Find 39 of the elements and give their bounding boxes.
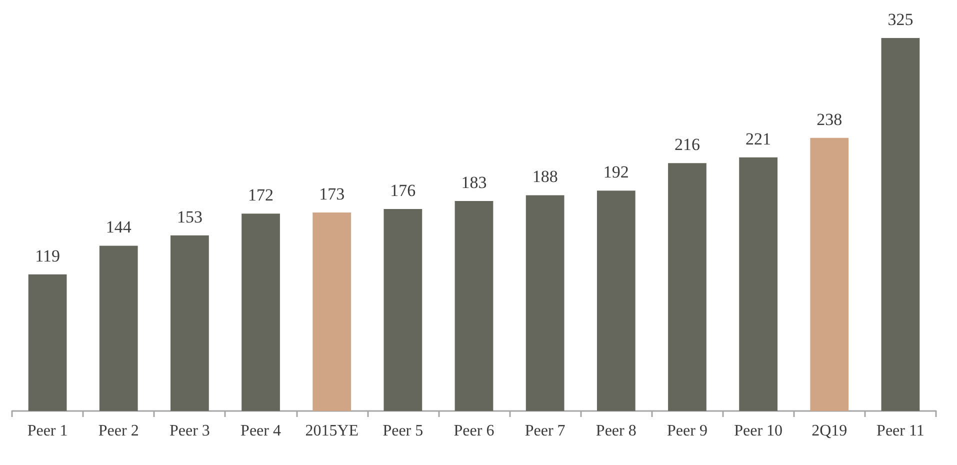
bar (170, 235, 209, 411)
data-label: 192 (603, 162, 629, 182)
bar (526, 195, 564, 411)
data-label: 153 (176, 207, 202, 226)
x-tick-label: Peer 1 (27, 422, 68, 440)
x-tick-label: 2015YE (305, 422, 359, 440)
bar (454, 200, 494, 411)
x-tick-label: Peer 4 (240, 422, 281, 440)
bar (99, 246, 138, 411)
x-tick-label: Peer 3 (169, 422, 210, 440)
x-tick-label: Peer 8 (596, 422, 636, 440)
data-label: 183 (461, 172, 487, 192)
x-tick-label: Peer 7 (524, 422, 566, 440)
bar (881, 38, 920, 411)
bar (384, 209, 422, 411)
x-tick-label: Peer 10 (734, 422, 783, 440)
data-label: 176 (390, 181, 416, 200)
x-tick-label: 2Q19 (812, 422, 848, 440)
bar (810, 138, 849, 411)
data-label: 216 (674, 135, 700, 154)
data-label: 325 (888, 10, 914, 29)
x-tick-label: Peer 6 (454, 422, 494, 440)
x-tick-label: Peer 9 (667, 422, 708, 440)
data-label: 172 (248, 186, 274, 205)
x-tick-label: Peer 5 (382, 422, 424, 440)
bar (739, 157, 778, 411)
data-label: 173 (319, 184, 345, 204)
bar (312, 212, 352, 411)
data-label: 144 (106, 218, 132, 237)
bar (668, 163, 706, 411)
data-label: 221 (746, 129, 772, 148)
x-tick-label: Peer 2 (98, 422, 139, 440)
bar (242, 214, 280, 411)
data-label: 119 (35, 246, 60, 266)
data-label: 238 (816, 110, 842, 129)
data-label: 188 (532, 167, 558, 186)
bar (596, 190, 636, 411)
bar (28, 274, 67, 411)
x-tick-label: Peer 11 (876, 422, 924, 440)
